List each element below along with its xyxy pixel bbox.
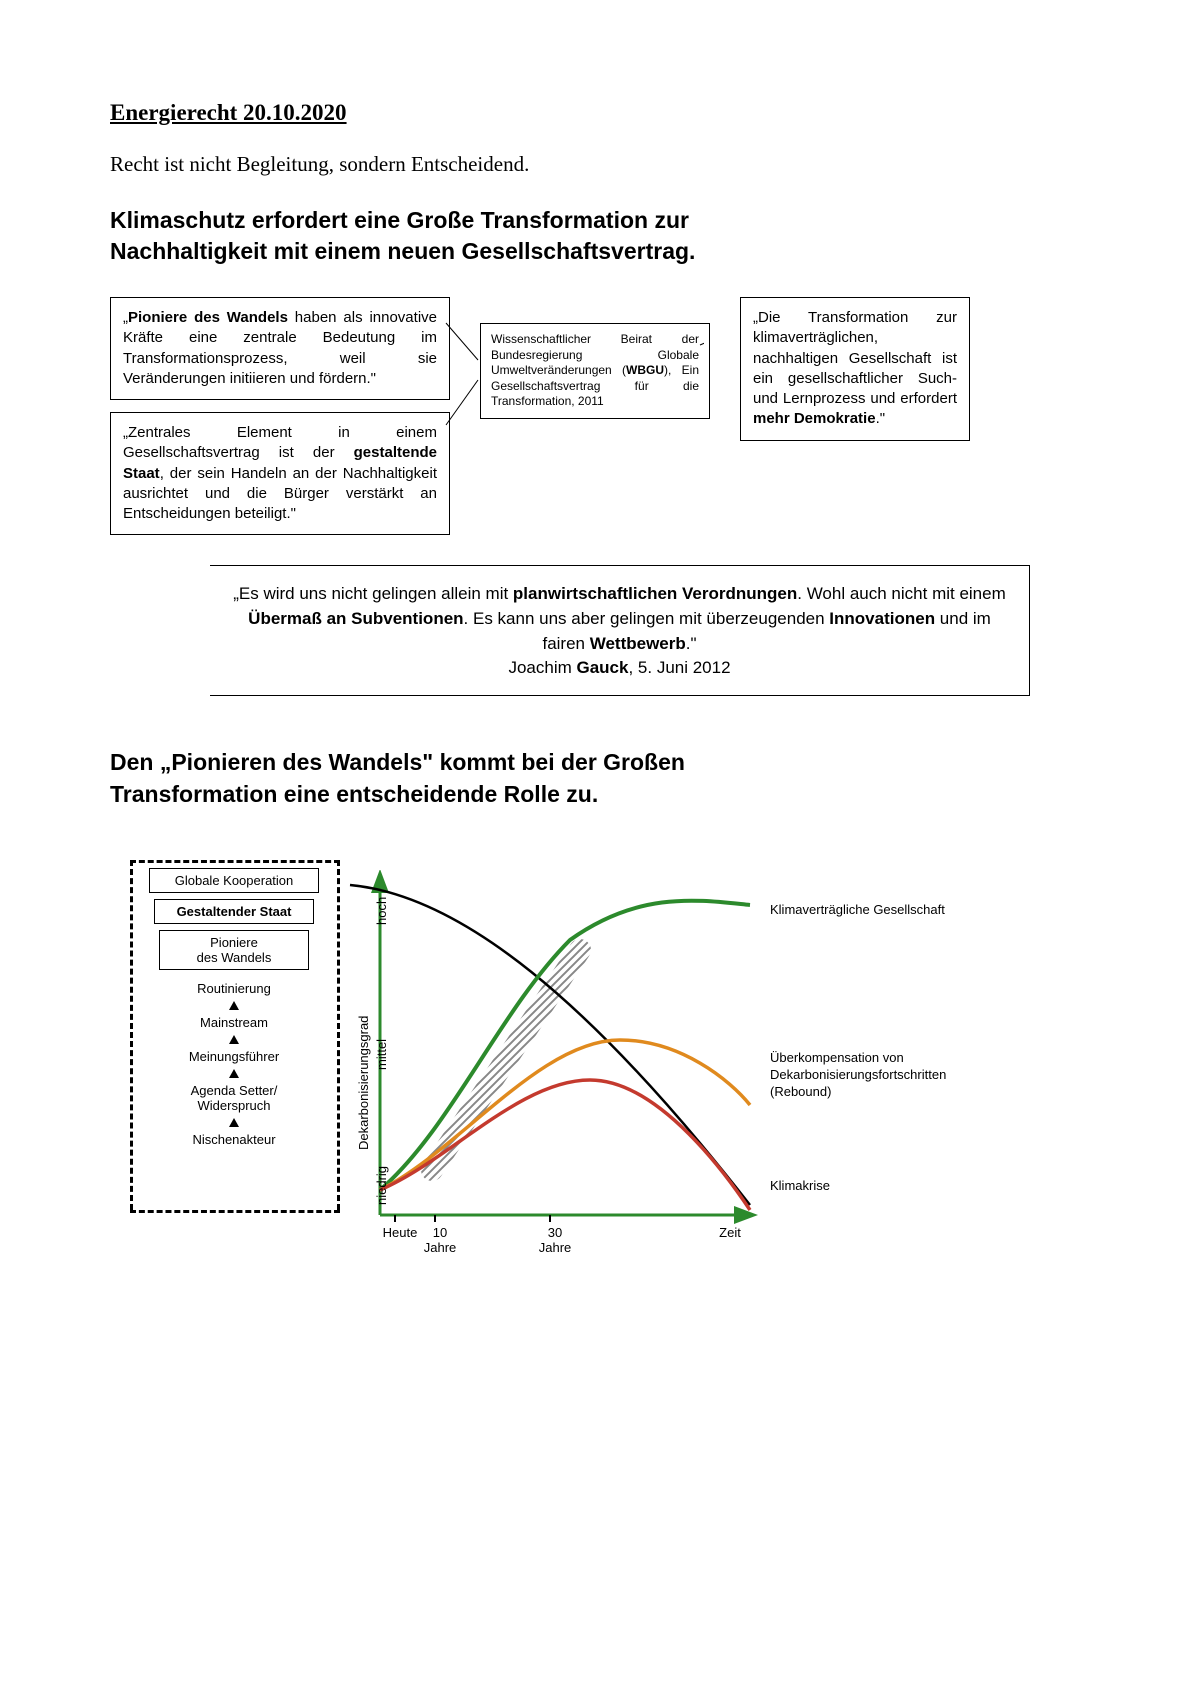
g-pre: „Es wird uns nicht gelingen allein mit	[233, 584, 513, 603]
g-attr-rest: , 5. Juni 2012	[628, 658, 730, 677]
arrow-icon	[229, 1001, 239, 1010]
g-attr-bold: Gauck	[576, 658, 628, 677]
xt-3: Zeit	[705, 1225, 755, 1240]
lt-0: Routinierung	[142, 978, 326, 999]
staat-box: „Zentrales Element in einem Gesellschaft…	[110, 412, 450, 535]
subtitle: Recht ist nicht Begleitung, sondern Ents…	[110, 152, 1090, 177]
heading1-l2: Nachhaltigkeit mit einem neuen Gesellsch…	[110, 238, 695, 264]
heading1-l1: Klimaschutz erfordert eine Große Transfo…	[110, 207, 689, 233]
lt-3: Agenda Setter/ Widerspruch	[142, 1080, 326, 1116]
g-m1: . Wohl auch nicht mit einem	[797, 584, 1006, 603]
dem-pre: „Die Transformation zur klimaverträglich…	[753, 309, 957, 407]
source-column: Wissenschaftlicher Beirat der Bundesregi…	[480, 323, 710, 419]
g-b4: Wettbewerb	[590, 634, 686, 653]
left-column: „Pioniere des Wandels haben als innovati…	[110, 297, 450, 547]
chart-left-column: Globale Kooperation Gestaltender Staat P…	[142, 868, 326, 1150]
ytick-mittel: mittel	[374, 1039, 389, 1070]
rlabel-2: Klimakrise	[770, 1178, 830, 1195]
g-b3: Innovationen	[829, 609, 935, 628]
rlabel-1: Überkompensation von Dekarbonisierungsfo…	[770, 1050, 946, 1101]
heading2-l2: Transformation eine entscheidende Rolle …	[110, 781, 598, 807]
lbox-globale: Globale Kooperation	[149, 868, 319, 893]
plot-area: Dekarbonisierungsgrad hoch mittel niedri…	[340, 870, 760, 1230]
g-end: ."	[686, 634, 697, 653]
pioniere-box: „Pioniere des Wandels haben als innovati…	[110, 297, 450, 400]
section2-heading: Den „Pionieren des Wandels" kommt bei de…	[110, 746, 1090, 810]
transformation-chart: Globale Kooperation Gestaltender Staat P…	[130, 860, 950, 1290]
section1-heading: Klimaschutz erfordert eine Große Transfo…	[110, 205, 1090, 267]
staat-rest: , der sein Handeln an der Nachhaltigkeit…	[123, 465, 437, 523]
lt-4: Nischenakteur	[142, 1129, 326, 1150]
g-b2: Übermaß an Subventionen	[248, 609, 463, 628]
g-b1: planwirtschaftlichen Verordnungen	[513, 584, 797, 603]
g-attr-pre: Joachim	[508, 658, 576, 677]
dem-bold: mehr Demokratie	[753, 410, 876, 427]
pioniere-bold: Pioniere des Wandels	[128, 309, 288, 326]
source-box: Wissenschaftlicher Beirat der Bundesregi…	[480, 323, 710, 419]
dashed-bottom	[130, 1210, 340, 1213]
xt-1: 10 Jahre	[415, 1225, 465, 1255]
y-axis-label: Dekarbonisierungsgrad	[356, 1016, 371, 1150]
page-title: Energierecht 20.10.2020	[110, 100, 1090, 126]
lt-1: Mainstream	[142, 1012, 326, 1033]
arrow-icon	[229, 1035, 239, 1044]
rlabel-0: Klimaverträgliche Gesellschaft	[770, 902, 945, 919]
arrow-icon	[229, 1069, 239, 1078]
src-bold: WBGU	[626, 363, 664, 377]
g-m2: . Es kann uns aber gelingen mit überzeug…	[464, 609, 830, 628]
dashed-top	[130, 860, 340, 863]
arrow-icon	[229, 1118, 239, 1127]
dashed-left	[130, 860, 133, 1210]
lbox-pioniere: Pioniere des Wandels	[159, 930, 309, 970]
ytick-niedrig: niedrig	[374, 1166, 389, 1205]
lt-2: Meinungsführer	[142, 1046, 326, 1067]
xt-2: 30 Jahre	[530, 1225, 580, 1255]
quote-row: „Pioniere des Wandels haben als innovati…	[110, 297, 1090, 547]
dem-rest: ."	[876, 410, 886, 427]
right-column: „Die Transformation zur klimaverträglich…	[740, 297, 970, 453]
lbox-staat: Gestaltender Staat	[154, 899, 314, 924]
plot-svg	[340, 870, 760, 1250]
ytick-hoch: hoch	[374, 897, 389, 925]
heading2-l1: Den „Pionieren des Wandels" kommt bei de…	[110, 749, 685, 775]
gauck-quote: „Es wird uns nicht gelingen allein mit p…	[210, 565, 1030, 696]
demokratie-box: „Die Transformation zur klimaverträglich…	[740, 297, 970, 441]
